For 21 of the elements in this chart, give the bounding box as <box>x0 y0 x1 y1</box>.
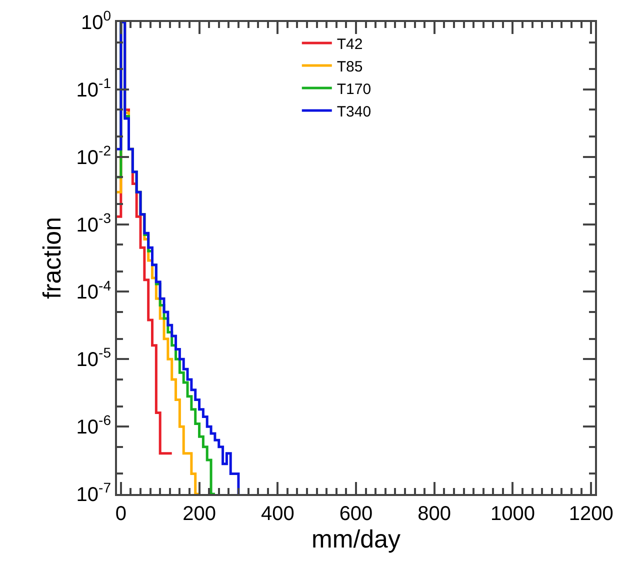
x-tick-label: 1200 <box>568 503 614 525</box>
y-axis-title: fraction <box>38 217 67 299</box>
legend-label: T340 <box>336 103 372 120</box>
y-tick-label: 10$^{0}$ <box>80 8 112 34</box>
x-tick-label: 800 <box>418 503 452 525</box>
x-tick-label: 600 <box>339 503 373 525</box>
x-tick-label: 400 <box>260 503 294 525</box>
y-tick-label: 10$^{-2}$ <box>76 142 112 169</box>
y-tick-label: 10$^{-6}$ <box>76 412 112 439</box>
y-tick-label: 10$^{-1}$ <box>76 75 112 102</box>
y-tick-label: 10$^{-3}$ <box>76 210 112 236</box>
y-tick-label: 10$^{-5}$ <box>76 344 112 372</box>
x-tick-label: 200 <box>182 503 216 525</box>
x-tick-label: 0 <box>115 503 126 525</box>
legend-label: T85 <box>336 58 363 76</box>
x-axis-title: mm/day <box>312 526 401 554</box>
legend-label: T42 <box>336 36 363 53</box>
legend-label: T170 <box>336 80 372 98</box>
y-tick-label: 10$^{-7}$ <box>76 480 112 506</box>
x-tick-label: 1000 <box>490 503 535 525</box>
y-tick-label: 10$^{-4}$ <box>76 277 112 304</box>
